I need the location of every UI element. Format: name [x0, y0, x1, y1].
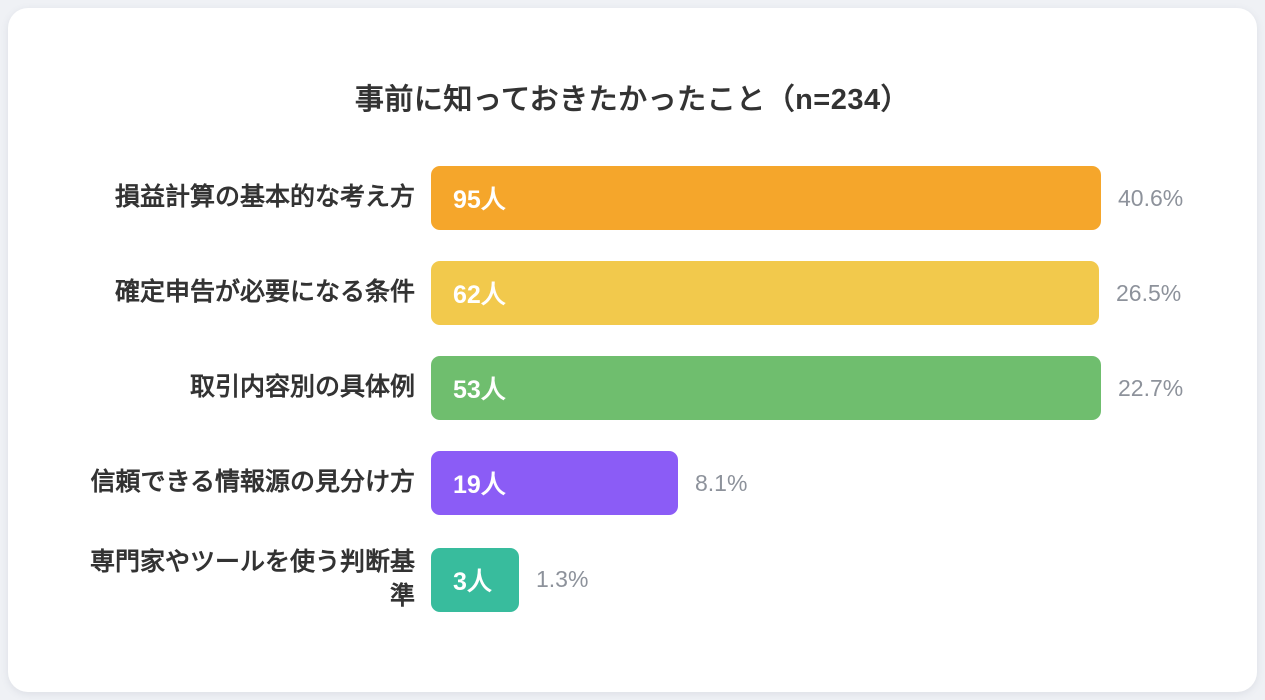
chart-row: 取引内容別の具体例 53人 22.7%	[85, 356, 1257, 420]
category-label: 信頼できる情報源の見分け方	[90, 468, 415, 497]
bar-value-label: 95人	[453, 186, 506, 214]
chart-row: 信頼できる情報源の見分け方 19人 8.1%	[85, 451, 1257, 515]
category-label: 専門家やツールを使う判断基準	[89, 548, 415, 610]
bar-value-label: 3人	[453, 567, 492, 596]
percent-label: 1.3%	[536, 566, 589, 593]
bar: 19人	[431, 451, 678, 515]
chart-row: 確定申告が必要になる条件 62人 26.5%	[85, 261, 1257, 325]
category-label: 損益計算の基本的な考え方	[114, 183, 415, 212]
bar: 3人	[431, 547, 519, 612]
chart-title: 事前に知っておきたかったこと（n=234）	[354, 84, 911, 116]
percent-label: 26.5%	[1116, 279, 1182, 306]
bar: 53人	[431, 356, 1101, 420]
bar: 62人	[431, 261, 1099, 325]
chart-row: 専門家やツールを使う判断基準 3人 1.3%	[85, 546, 1257, 614]
percent-label: 22.7%	[1118, 374, 1184, 401]
bar-chart: 損益計算の基本的な考え方 95人 40.6% 確定申告が必要になる条件 62人 …	[8, 166, 1257, 614]
bar-value-label: 19人	[453, 471, 506, 499]
chart-card: 事前に知っておきたかったこと（n=234） 損益計算の基本的な考え方 95人 4…	[8, 8, 1257, 692]
bar: 95人	[431, 166, 1101, 230]
bar-value-label: 53人	[453, 376, 506, 404]
chart-row: 損益計算の基本的な考え方 95人 40.6%	[85, 166, 1257, 230]
category-label: 確定申告が必要になる条件	[114, 278, 415, 307]
percent-label: 40.6%	[1118, 184, 1184, 211]
category-label: 取引内容別の具体例	[189, 373, 415, 402]
percent-label: 8.1%	[695, 469, 748, 496]
bar-value-label: 62人	[453, 281, 506, 309]
